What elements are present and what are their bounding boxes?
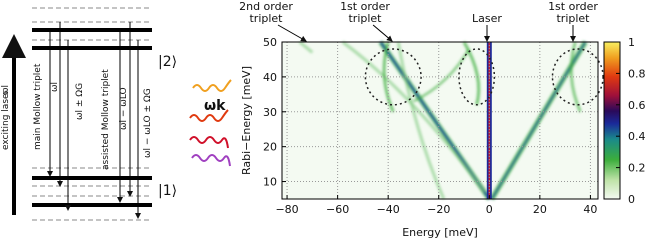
x-tick-label: 0 — [486, 203, 493, 216]
y-tick-label: 10 — [263, 176, 277, 189]
label: ωk — [204, 98, 226, 114]
feature — [298, 40, 314, 54]
annotation-arrow — [277, 24, 307, 42]
y-tick-label: 30 — [263, 106, 277, 119]
label: ωl − ωLO ± ΩG — [143, 88, 153, 158]
label: ωl − ωLO — [119, 87, 129, 130]
annotation-arrow — [372, 24, 393, 42]
x-axis-label: Energy [meV] — [402, 226, 478, 239]
colorbar-tick-label: 1 — [628, 36, 635, 49]
y-tick-label: 20 — [263, 141, 277, 154]
label: |2⟩ — [158, 54, 177, 70]
x-tick-label: 40 — [583, 203, 597, 216]
label: exciting laser — [1, 89, 11, 150]
label: ωl — [50, 82, 60, 92]
label: assisted Mollow triplet — [101, 69, 111, 170]
highlight-circle — [364, 48, 422, 106]
x-tick-label: 20 — [533, 203, 547, 216]
annotation: 1st order — [548, 0, 598, 13]
colorbar-tick-label: 0 — [628, 193, 635, 206]
highlight-circle — [551, 48, 604, 106]
colorbar-tick-label: 0.2 — [628, 162, 646, 175]
colorbar — [603, 41, 621, 200]
label: ωl ± ΩG — [75, 83, 85, 120]
y-axis-label: Rabi−Energy [meV] — [240, 66, 253, 175]
x-tick-label: −40 — [377, 203, 400, 216]
y-tick-label: 50 — [263, 36, 277, 49]
annotation: 2nd order — [239, 0, 293, 13]
x-tick-label: −20 — [427, 203, 450, 216]
annotation: triplet — [348, 12, 382, 25]
feature — [396, 41, 446, 200]
label: |1⟩ — [158, 183, 177, 199]
level-diagram: exciting laser ωl main Mollow triplet ωl… — [1, 7, 232, 221]
label: ωl — [1, 85, 11, 95]
colorbar-tick-label: 0.6 — [628, 99, 646, 112]
annotation: triplet — [556, 12, 590, 25]
colorbar-tick-label: 0.8 — [628, 67, 646, 80]
label: main Mollow triplet — [33, 63, 43, 150]
plot-frame — [281, 41, 599, 200]
plot-area — [282, 42, 598, 199]
x-tick-label: −60 — [326, 203, 349, 216]
feature — [462, 41, 481, 106]
annotation: 1st order — [340, 0, 390, 13]
y-tick-label: 40 — [263, 71, 277, 84]
x-tick-label: −80 — [275, 203, 298, 216]
colorbar-tick-label: 0.4 — [628, 130, 646, 143]
annotation: triplet — [249, 12, 283, 25]
highlight-circle — [458, 48, 496, 106]
annotation: Laser — [472, 12, 502, 25]
